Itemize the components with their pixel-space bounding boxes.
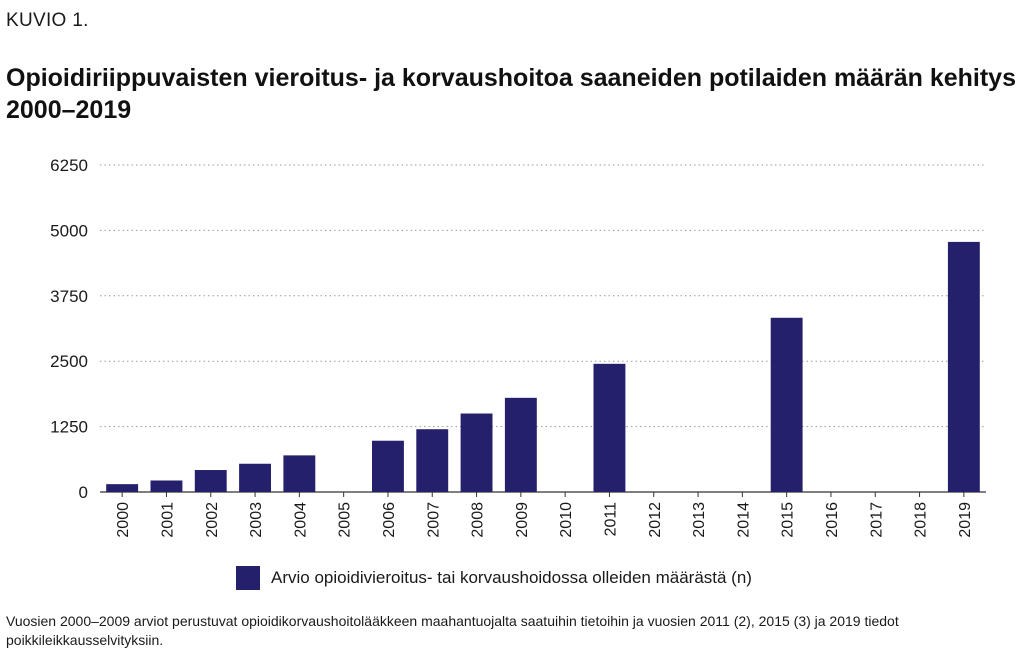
x-tick-label: 2010 xyxy=(558,502,575,538)
bar xyxy=(504,397,537,492)
y-tick-label: 5000 xyxy=(50,221,88,240)
x-tick-label: 2006 xyxy=(381,502,398,538)
bar xyxy=(770,317,803,492)
x-tick-label: 2005 xyxy=(337,502,354,538)
y-tick-label: 6250 xyxy=(50,156,88,175)
x-tick-label: 2012 xyxy=(647,502,664,538)
bar-chart: 0 1250 2500 3750 5000 6250 2000 2001 2002 2003 200… xyxy=(50,156,986,538)
y-tick-label: 0 xyxy=(79,483,88,502)
legend-label: Arvio opioidivieroitus- tai korvaushoido… xyxy=(271,568,752,587)
x-tick-label: 2001 xyxy=(159,502,176,538)
x-tick-label: 2011 xyxy=(602,502,619,537)
y-tick-label: 3750 xyxy=(50,287,88,306)
x-tick-label: 2017 xyxy=(868,502,885,538)
bar xyxy=(239,463,271,492)
x-tick-label: 2004 xyxy=(292,502,309,538)
x-tick-label: 2016 xyxy=(824,502,841,538)
bar xyxy=(150,480,183,492)
x-tick-label: 2008 xyxy=(470,502,487,538)
x-tick-label: 2000 xyxy=(115,502,132,538)
legend-swatch xyxy=(236,566,260,590)
x-tick-label: 2014 xyxy=(735,502,752,538)
x-tick-label: 2015 xyxy=(780,502,797,538)
bar xyxy=(194,470,227,492)
bar xyxy=(106,484,139,492)
bar xyxy=(372,440,404,492)
y-tick-label: 2500 xyxy=(50,352,88,371)
x-tick-label: 2007 xyxy=(425,502,442,538)
bar xyxy=(416,429,449,492)
figure-label: KUVIO 1. xyxy=(6,10,89,31)
y-tick-label: 1250 xyxy=(50,418,88,437)
x-tick-label: 2013 xyxy=(691,502,708,538)
bar xyxy=(947,241,980,492)
chart-title: Opioidiriippuvaisten vieroitus- ja korva… xyxy=(6,64,1016,124)
x-tick-label: 2009 xyxy=(514,502,531,538)
bar xyxy=(460,413,493,492)
x-tick-label: 2002 xyxy=(204,502,221,538)
footnote: Vuosien 2000–2009 arviot perustuvat opio… xyxy=(6,613,899,648)
x-tick-label: 2018 xyxy=(913,502,930,538)
x-tick-label: 2003 xyxy=(248,502,265,538)
x-tick-label: 2019 xyxy=(957,502,974,538)
bar xyxy=(283,455,316,492)
legend: Arvio opioidivieroitus- tai korvaushoido… xyxy=(236,566,752,590)
bar xyxy=(593,363,626,492)
